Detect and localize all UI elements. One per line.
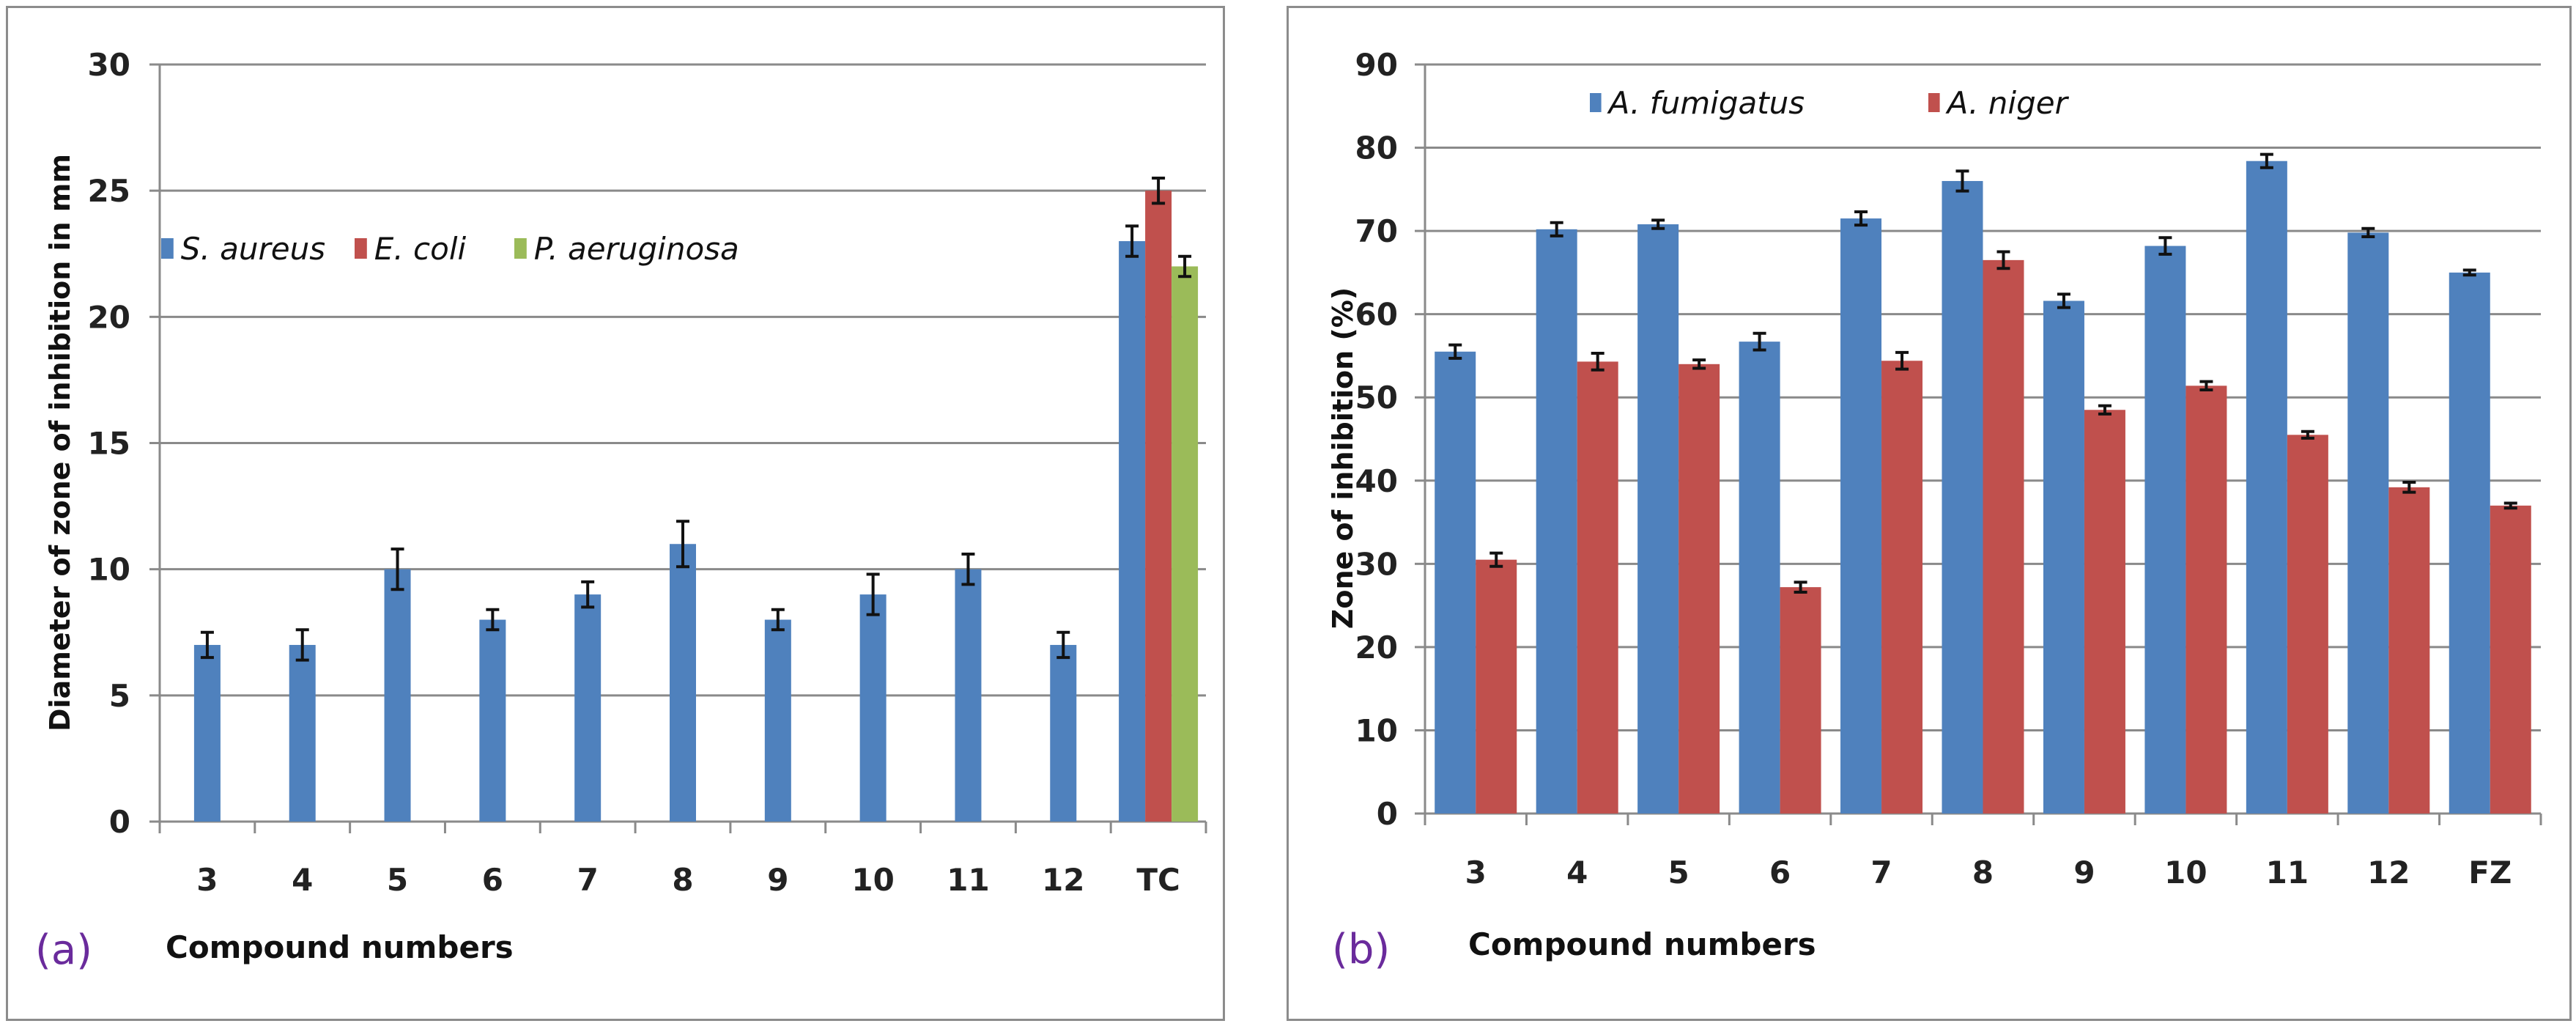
panel-b-y-tick-label: 80: [1355, 130, 1398, 166]
panel-a-panel-label: (a): [35, 926, 92, 974]
panel-a-frame: [6, 6, 1225, 1021]
panel-a-y-tick-label: 5: [109, 678, 130, 714]
panel-b-x-tick-label: 7: [1870, 855, 1892, 890]
panel-b-bar: [1476, 559, 1517, 814]
panel-a-bar: [1119, 241, 1146, 822]
panel-b-y-tick-label: 60: [1355, 297, 1398, 333]
panel-a-y-tick-label: 25: [88, 173, 130, 209]
panel-b-bar: [2449, 272, 2490, 814]
panel-a-bar: [479, 619, 506, 822]
panel-b-y-axis-label: Zone of inhibition (%): [1327, 287, 1359, 629]
panel-b-bar: [2084, 410, 2125, 814]
panel-a-x-axis-label: Compound numbers: [166, 929, 514, 965]
panel-b-bar: [1840, 218, 1882, 814]
panel-a-legend-swatch: [355, 238, 367, 259]
panel-a-x-tick-label: 8: [672, 862, 693, 898]
panel-b-bar: [1536, 229, 1577, 814]
panel-b-x-tick-label: 8: [1972, 855, 1994, 890]
panel-b-legend-swatch: [1590, 93, 1602, 112]
panel-b-bar: [1435, 351, 1476, 814]
panel-a-legend-swatch: [514, 238, 527, 259]
panel-b-y-tick-label: 90: [1355, 47, 1398, 83]
panel-b-panel-label: (b): [1332, 926, 1390, 973]
panel-a-x-tick-label: 5: [387, 862, 408, 898]
panel-b-bar: [2043, 300, 2084, 814]
panel-b-bar: [2388, 487, 2430, 814]
panel-b-x-tick-label: 9: [2073, 855, 2095, 890]
panel-b-x-tick-label: 5: [1668, 855, 1689, 890]
panel-a-legend-label: P. aeruginosa: [534, 231, 739, 267]
panel-b-bar: [2246, 161, 2287, 814]
panel-b-bar: [1637, 224, 1679, 814]
panel-a-legend-swatch: [161, 238, 174, 259]
panel-b-bar: [1983, 259, 2024, 814]
panel-b-x-tick-label: 12: [2367, 855, 2410, 890]
panel-a-bar: [1050, 644, 1077, 822]
panel-b-bar: [2144, 246, 2186, 814]
panel-a-x-tick-label: 10: [851, 862, 894, 898]
panel-a-bar: [1145, 191, 1172, 822]
panel-b-x-tick-label: 3: [1465, 855, 1487, 890]
panel-b-y-tick-label: 10: [1355, 712, 1398, 748]
panel-b-y-tick-label: 50: [1355, 380, 1398, 416]
panel-a-bar: [384, 569, 411, 822]
panel-a-legend-label: E. coli: [374, 231, 467, 267]
panel-a-bar: [193, 644, 221, 822]
panel-b-legend-label: A. fumigatus: [1607, 85, 1805, 121]
panel-a-x-tick-label: 6: [482, 862, 503, 898]
panel-a-y-tick-label: 0: [109, 804, 130, 840]
panel-a-legend-label: S. aureus: [181, 231, 325, 267]
panel-b-y-tick-label: 40: [1355, 463, 1398, 499]
panel-a-x-tick-label: TC: [1136, 862, 1180, 898]
panel-b-x-tick-label: FZ: [2468, 855, 2512, 890]
panel-a-y-tick-label: 30: [88, 47, 130, 83]
panel-a-y-tick-label: 15: [88, 426, 130, 462]
panel-a-y-tick-label: 10: [88, 552, 130, 588]
panel-b-x-tick-label: 11: [2266, 855, 2309, 890]
panel-b-bar: [2287, 435, 2328, 814]
panel-b-y-tick-label: 20: [1355, 630, 1398, 665]
panel-a-bar: [574, 594, 602, 822]
panel-b-bar: [1577, 361, 1618, 814]
panel-b-bar: [1679, 364, 1720, 814]
panel-b-legend-swatch: [1928, 93, 1940, 112]
panel-a-bar: [764, 619, 791, 822]
panel-b-bar: [2185, 386, 2227, 814]
panel-b-y-tick-label: 70: [1355, 213, 1398, 249]
panel-a-x-tick-label: 3: [196, 862, 218, 898]
panel-b-x-tick-label: 6: [1769, 855, 1791, 890]
panel-a-x-tick-label: 9: [767, 862, 788, 898]
panel-b-bar: [1780, 587, 1821, 814]
panel-a-x-tick-label: 7: [577, 862, 599, 898]
panel-a-y-axis-label: Diameter of zone of inhibition in mm: [44, 154, 76, 731]
panel-b-bar: [2490, 505, 2531, 814]
panel-b-legend-label: A. niger: [1945, 85, 2070, 121]
panel-b-y-tick-label: 30: [1355, 546, 1398, 582]
panel-a-bar: [670, 544, 696, 822]
panel-b-bar: [1942, 180, 1983, 814]
panel-a-x-tick-label: 12: [1042, 862, 1084, 898]
panel-a-x-tick-label: 4: [292, 862, 313, 898]
panel-a-y-tick-label: 20: [88, 299, 130, 335]
panel-a-bar: [955, 569, 982, 822]
panel-a-bar: [1172, 266, 1199, 822]
panel-b-bar: [2347, 232, 2389, 814]
panel-b-x-tick-label: 10: [2164, 855, 2207, 890]
panel-a-bar: [859, 594, 887, 822]
panel-b-y-tick-label: 0: [1377, 796, 1398, 832]
panel-a-x-tick-label: 11: [947, 862, 989, 898]
panel-a-bar: [289, 644, 316, 822]
panel-b-bar: [1881, 361, 1923, 814]
panel-b-x-tick-label: 4: [1566, 855, 1588, 890]
panel-b-x-axis-label: Compound numbers: [1468, 926, 1816, 962]
panel-b-bar: [1739, 342, 1780, 814]
